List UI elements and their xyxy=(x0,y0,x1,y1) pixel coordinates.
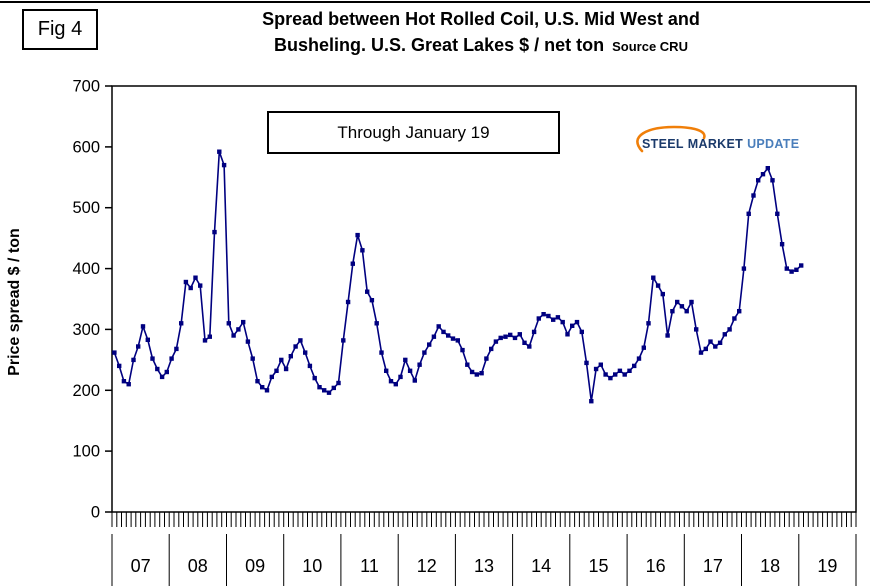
x-year-label: 19 xyxy=(817,556,837,576)
source-label: Source CRU xyxy=(612,39,688,54)
logo-swoosh-icon xyxy=(636,125,706,153)
smu-logo: STEEL MARKET UPDATE xyxy=(636,125,803,153)
x-year-label: 07 xyxy=(131,556,151,576)
x-year-band: 07 08 09 10 11 12 13 14 15 16 17 18 19 xyxy=(111,534,857,586)
logo-word-update: UPDATE xyxy=(747,137,800,151)
figure-number-label: Fig 4 xyxy=(37,18,83,40)
x-year-label: 13 xyxy=(474,556,494,576)
x-year-label: 15 xyxy=(588,556,608,576)
y-tick-label: 0 xyxy=(91,504,100,522)
x-year-label: 14 xyxy=(531,556,551,576)
logo-word-market: MARKET xyxy=(687,137,744,151)
x-year-label: 09 xyxy=(245,556,265,576)
figure-number-box: Fig 4 xyxy=(22,9,98,50)
through-date-label: Through January 19 xyxy=(337,122,490,142)
x-year-label: 10 xyxy=(302,556,322,576)
page-title: Spread between Hot Rolled Coil, U.S. Mid… xyxy=(105,6,857,60)
x-month-ticks xyxy=(111,512,857,527)
y-tick-label: 300 xyxy=(72,321,100,339)
x-year-label: 08 xyxy=(188,556,208,576)
title-line-1: Spread between Hot Rolled Coil, U.S. Mid… xyxy=(262,9,700,29)
y-axis-ticks: 0 100 200 300 400 500 600 700 xyxy=(72,78,112,522)
x-year-label: 11 xyxy=(360,556,379,576)
spread-series-markers xyxy=(112,149,804,404)
spread-series-line xyxy=(113,151,802,402)
logo-word-steel: STEEL xyxy=(642,137,684,151)
y-axis-title: Price spread $ / ton xyxy=(6,228,23,376)
y-tick-label: 200 xyxy=(72,382,100,400)
x-year-label: 17 xyxy=(703,556,723,576)
x-year-label: 12 xyxy=(417,556,437,576)
through-date-annotation-box: Through January 19 xyxy=(267,111,560,154)
top-border-rule xyxy=(0,1,870,3)
y-tick-label: 700 xyxy=(72,78,100,96)
title-line-2: Busheling. U.S. Great Lakes $ / net ton S… xyxy=(274,35,688,55)
y-tick-label: 600 xyxy=(72,138,100,156)
y-tick-label: 400 xyxy=(72,260,100,278)
y-tick-label: 100 xyxy=(72,443,100,461)
x-year-label: 18 xyxy=(760,556,780,576)
y-tick-label: 500 xyxy=(72,199,100,217)
x-year-label: 16 xyxy=(646,556,666,576)
